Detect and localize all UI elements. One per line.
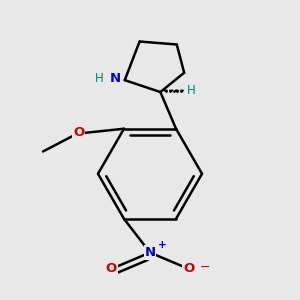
Text: O: O	[106, 262, 117, 275]
Text: O: O	[183, 262, 194, 275]
Text: N: N	[110, 72, 121, 85]
Text: H: H	[95, 72, 104, 85]
Text: +: +	[158, 240, 166, 250]
Text: H: H	[187, 84, 196, 97]
Text: N: N	[144, 246, 156, 259]
Text: −: −	[200, 261, 210, 274]
Text: O: O	[73, 126, 84, 139]
